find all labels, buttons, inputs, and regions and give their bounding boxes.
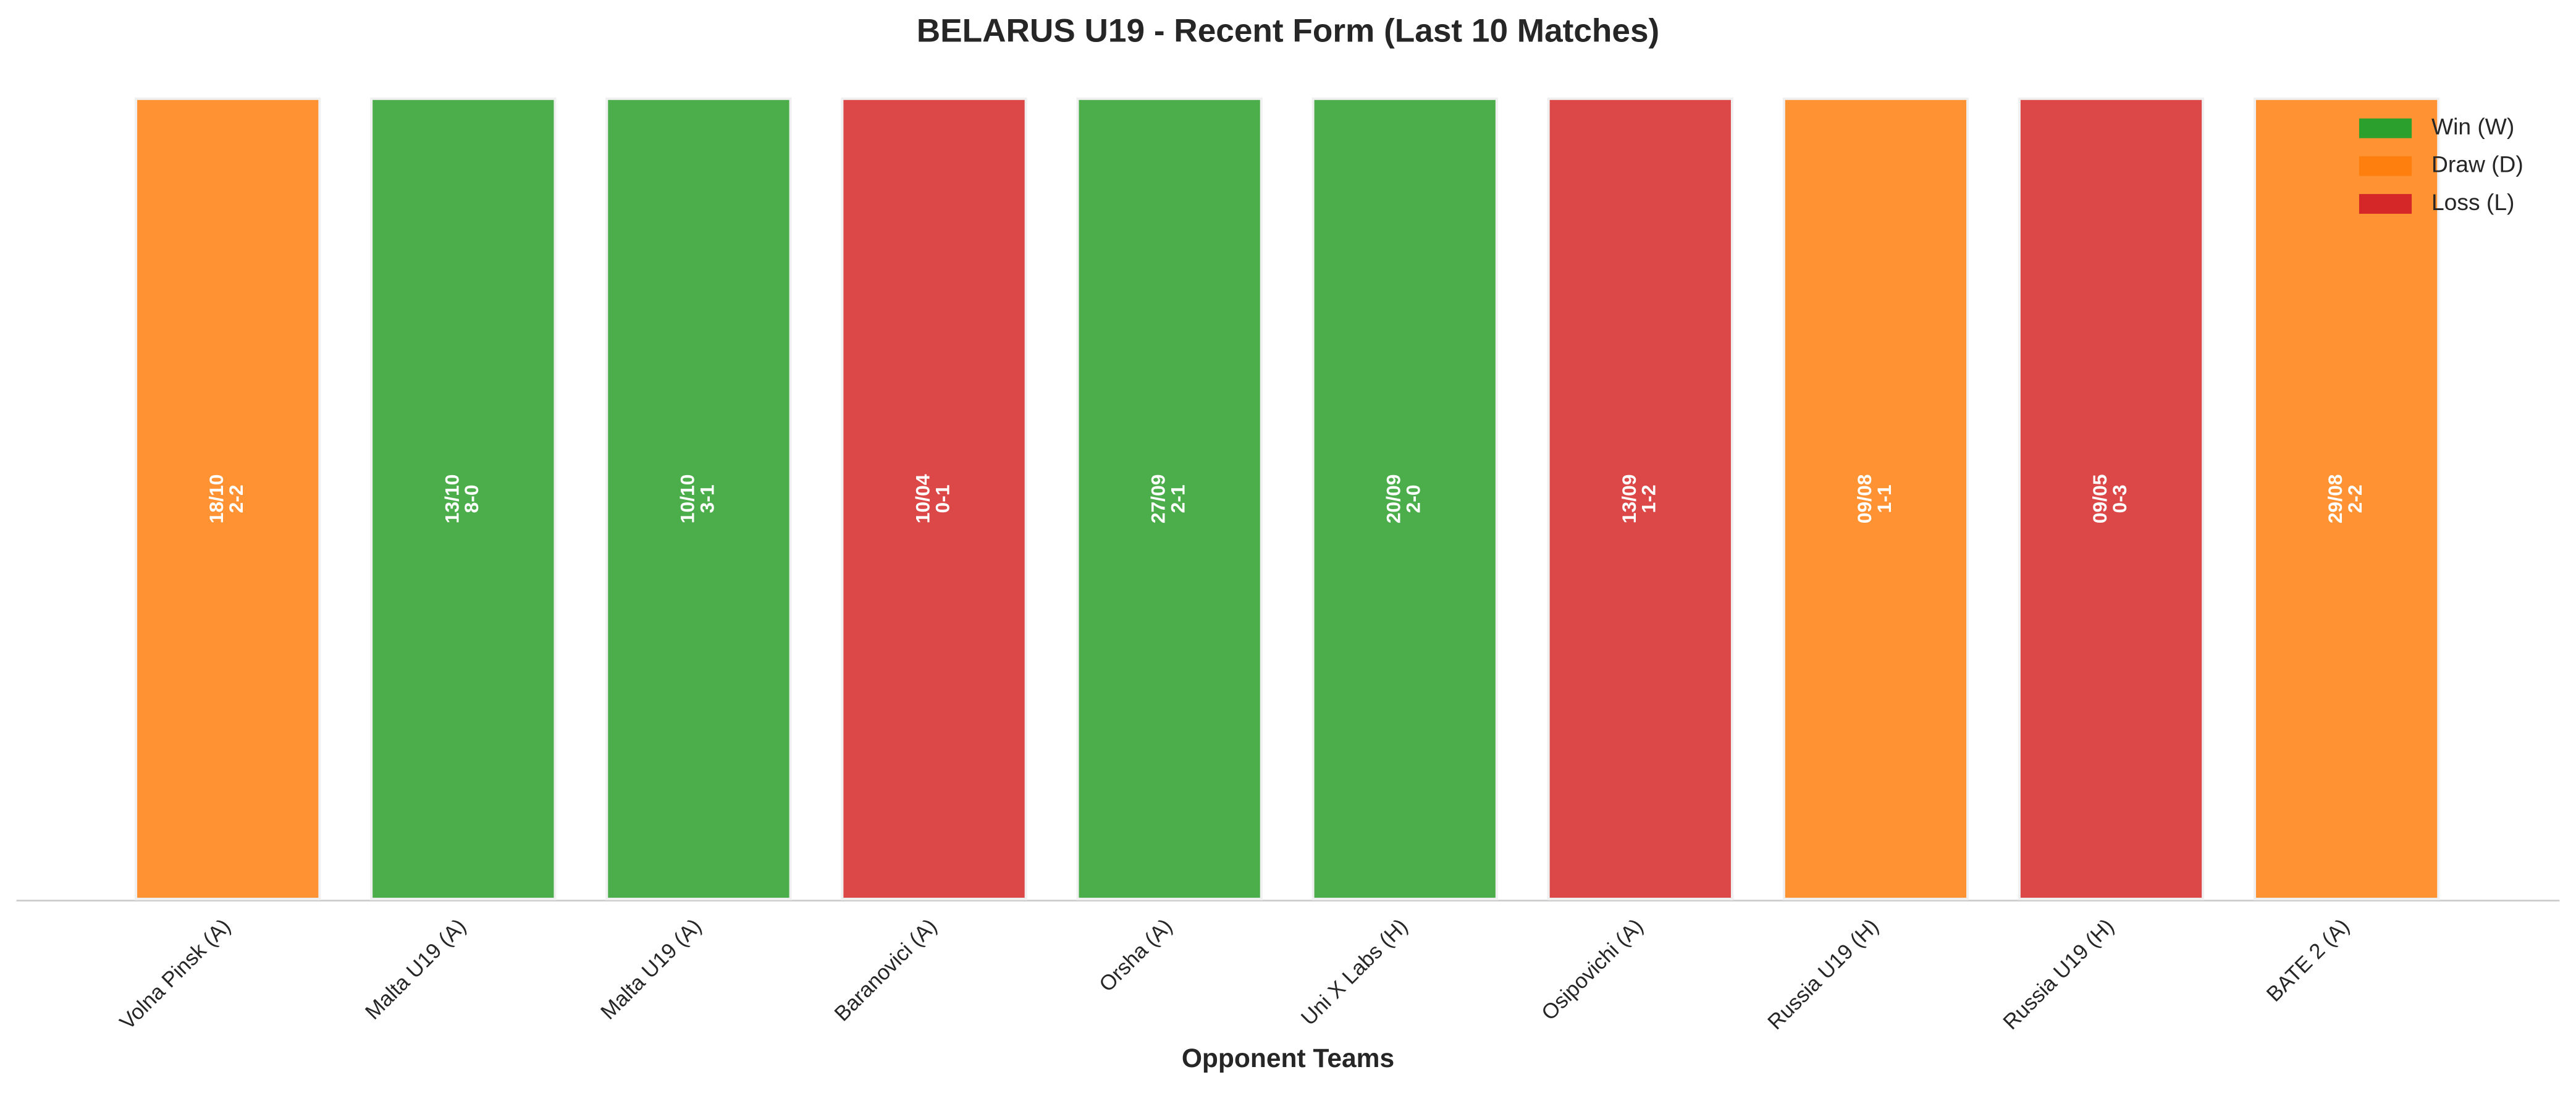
x-tick-label: Orsha (A) (1095, 914, 1177, 997)
bar (135, 97, 321, 900)
bar (2253, 97, 2440, 900)
legend-label: Win (W) (2431, 114, 2514, 140)
bar-date-label: 10/10 (676, 474, 698, 523)
bar-date-label: 13/09 (1618, 474, 1640, 523)
x-tick-label: Malta U19 (A) (596, 914, 706, 1024)
legend-swatch (2359, 156, 2412, 176)
bar (1311, 97, 1498, 900)
chart-title: BELARUS U19 - Recent Form (Last 10 Match… (917, 12, 1660, 49)
legend-swatch (2359, 118, 2412, 138)
bar-score-label: 2-2 (2344, 484, 2366, 513)
bar-date-label: 29/08 (2324, 474, 2346, 523)
bar (370, 97, 557, 900)
bar-date-label: 20/09 (1383, 474, 1405, 523)
x-tick-label: Russia U19 (H) (1764, 914, 1884, 1034)
x-tick-label: Russia U19 (H) (1999, 914, 2119, 1034)
bar-date-label: 27/09 (1147, 474, 1169, 523)
bar (2018, 97, 2205, 900)
bar-score-label: 3-1 (696, 484, 718, 513)
x-tick-label: Malta U19 (A) (361, 914, 471, 1024)
bar (1782, 97, 1969, 900)
x-tick-label: BATE 2 (A) (2262, 914, 2354, 1006)
bar-score-label: 1-2 (1638, 484, 1660, 513)
legend-label: Loss (L) (2431, 189, 2514, 215)
x-tick-label: Volna Pinsk (A) (116, 914, 235, 1034)
bar-score-label: 0-3 (2108, 484, 2131, 513)
bar-date-label: 09/08 (1853, 474, 1875, 523)
bar (1547, 97, 1733, 900)
bar (1076, 97, 1263, 900)
bar (605, 97, 792, 900)
bar-score-label: 2-0 (1402, 484, 1425, 513)
legend-swatch (2359, 194, 2412, 214)
bar-date-label: 13/10 (440, 474, 463, 523)
x-tick-label: Baranovici (A) (830, 914, 941, 1026)
legend-label: Draw (D) (2431, 151, 2523, 177)
bar-score-label: 2-1 (1166, 484, 1189, 513)
bar-score-label: 2-2 (225, 484, 247, 513)
x-tick-label: Uni X Labs (H) (1297, 914, 1412, 1030)
bar-score-label: 0-1 (931, 484, 953, 513)
bar (841, 97, 1027, 900)
bar-score-label: 1-1 (1873, 484, 1895, 513)
bar-date-label: 09/05 (2089, 474, 2111, 523)
bar-date-label: 18/10 (205, 474, 227, 523)
bar-score-label: 8-0 (460, 484, 482, 513)
x-tick-label: Osipovichi (A) (1537, 914, 1648, 1025)
x-axis-label: Opponent Teams (1182, 1044, 1394, 1073)
bar-date-label: 10/04 (911, 474, 933, 523)
